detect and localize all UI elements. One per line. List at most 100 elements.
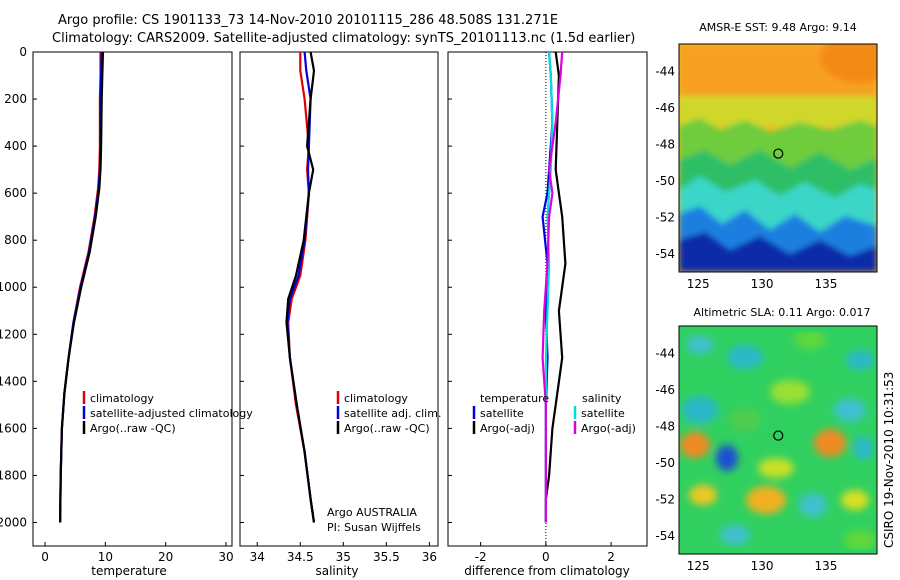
salinity-x-tick-label: 36 [422, 550, 437, 564]
legend-title-temperature: temperature [480, 392, 549, 405]
sst-map-frame [678, 43, 878, 273]
difference-x-tick-label: -2 [475, 550, 487, 564]
sla-high-patch [746, 486, 786, 514]
difference-series-1 [544, 51, 567, 523]
temperature-x-tick-label: 20 [158, 550, 173, 564]
sla-low-patch [853, 436, 873, 460]
depth-tick-label: 400 [4, 139, 27, 153]
header-line-1: Argo profile: CS 1901133_73 14-Nov-2010 … [58, 13, 558, 28]
legend-label-climatology: climatology [90, 392, 154, 405]
legend-title-salinity: salinity [582, 392, 622, 405]
sla-patch [794, 331, 826, 349]
salinity-axes-frame [239, 51, 439, 547]
sla-low-patch [716, 445, 738, 471]
sla-map-title: Altimetric SLA: 0.11 Argo: 0.017 [693, 306, 870, 319]
sst-y-tick-label: -48 [655, 137, 675, 151]
sla-patch [844, 530, 876, 550]
sla-y-tick-label: -48 [655, 419, 675, 433]
depth-tick-label: 1400 [0, 374, 27, 388]
sla-low-patch [846, 350, 874, 370]
legend-label-argo: Argo(..raw -QC) [90, 422, 176, 435]
difference-series-3 [541, 51, 564, 523]
sst-y-tick-label: -54 [655, 247, 675, 261]
sla-high-patch [758, 458, 794, 478]
sst-y-tick-label: -52 [655, 210, 675, 224]
argo-program-label: Argo AUSTRALIA [327, 506, 417, 519]
sla-x-tick-label: 135 [814, 559, 837, 573]
sla-y-tick-label: -54 [655, 529, 675, 543]
temperature-legend: climatology satellite-adjusted climatolo… [82, 391, 253, 435]
sla-patch [729, 408, 761, 432]
temperature-x-tick-label: 0 [41, 550, 49, 564]
legend-label-sal-argo: Argo(-adj) [581, 422, 636, 435]
pi-name-label: PI: Susan Wijffels [327, 521, 421, 534]
sla-low-patch [834, 398, 866, 422]
sla-high-patch [814, 429, 846, 457]
sla-high-patch [770, 380, 810, 404]
sst-deep-blue-band [679, 232, 877, 272]
sla-x-tick-label: 125 [687, 559, 710, 573]
sla-low-patch [686, 336, 714, 354]
depth-tick-label: 600 [4, 186, 27, 200]
difference-axes-frame [447, 51, 648, 547]
sla-y-tick-label: -50 [655, 456, 675, 470]
salinity-x-tick-label: 35 [336, 550, 351, 564]
timestamp-label: CSIRO 19-Nov-2010 10:31:53 [882, 372, 896, 548]
sla-low-patch [799, 493, 827, 517]
legend-label-satellite: satellite adj. clim. [344, 407, 441, 420]
sla-x-tick-label: 130 [751, 559, 774, 573]
salinity-x-label: salinity [315, 564, 358, 578]
salinity-x-tick-label: 34.5 [287, 550, 314, 564]
difference-x-tick-label: 2 [607, 550, 615, 564]
depth-tick-label: 200 [4, 92, 27, 106]
sla-y-tick-label: -52 [655, 492, 675, 506]
sst-map-title: AMSR-E SST: 9.48 Argo: 9.14 [699, 21, 857, 34]
temperature-series-group [59, 51, 105, 523]
sst-map [679, 44, 877, 272]
sst-warm-patch [820, 44, 877, 83]
legend-label-climatology: climatology [344, 392, 408, 405]
legend-label-temp-argo: Argo(-adj) [480, 422, 535, 435]
salinity-x-tick-label: 35.5 [373, 550, 400, 564]
depth-tick-label: 1000 [0, 280, 27, 294]
temperature-x-tick-label: 30 [218, 550, 233, 564]
sla-high-patch [689, 485, 717, 505]
legend-label-temp-satellite: satellite [480, 407, 524, 420]
sla-high-patch [841, 490, 869, 510]
temperature-x-label: temperature [91, 564, 166, 578]
difference-legend: temperature salinity satellite Argo(-adj… [472, 392, 636, 435]
depth-tick-label: 1200 [0, 327, 27, 341]
salinity-series-2 [285, 51, 316, 523]
sst-argo-location-marker [773, 148, 784, 159]
salinity-x-tick-label: 34 [250, 550, 265, 564]
sla-y-tick-label: -46 [655, 383, 675, 397]
sla-argo-location-marker [773, 430, 784, 441]
sla-low-patch [727, 345, 763, 369]
sla-high-patch [680, 432, 710, 458]
legend-label-sal-satellite: satellite [581, 407, 625, 420]
sst-y-tick-label: -44 [655, 64, 675, 78]
difference-x-label: difference from climatology [464, 564, 630, 578]
sst-yellow-band [679, 96, 877, 126]
sst-x-tick-label: 125 [687, 277, 710, 291]
legend-label-argo: Argo(..raw -QC) [344, 422, 430, 435]
axis-ticks-group: 0 10 20 30 34 34.5 35 35.5 36 -2 0 2020040060080010… [0, 45, 837, 573]
depth-tick-label: 2000 [0, 515, 27, 529]
depth-tick-label: 1800 [0, 468, 27, 482]
temperature-axes-frame [32, 51, 233, 547]
depth-tick-label: 800 [4, 233, 27, 247]
temperature-x-tick-label: 10 [98, 550, 113, 564]
depth-tick-label: 1600 [0, 421, 27, 435]
salinity-series-group [285, 51, 316, 523]
sst-y-tick-label: -46 [655, 101, 675, 115]
depth-tick-label: 0 [19, 45, 27, 59]
difference-x-tick-label: 0 [542, 550, 550, 564]
sst-y-tick-label: -50 [655, 174, 675, 188]
difference-series-group [541, 51, 567, 523]
sla-map-frame [678, 325, 878, 555]
sla-low-patch [682, 396, 718, 424]
header-line-2: Climatology: CARS2009. Satellite-adjuste… [52, 31, 635, 46]
salinity-legend: climatology satellite adj. clim. Argo(..… [336, 391, 441, 435]
sla-low-patch [720, 525, 750, 545]
